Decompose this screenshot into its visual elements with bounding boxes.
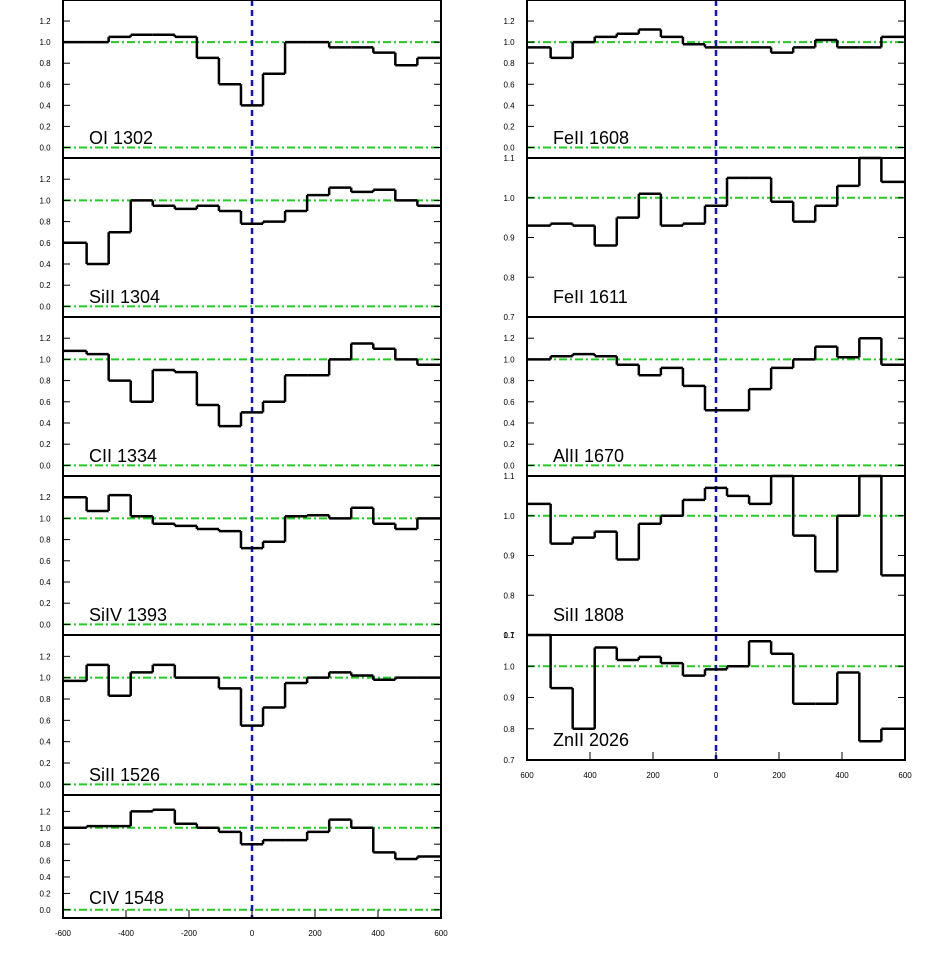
panel-label: SiII 1526 bbox=[89, 765, 160, 785]
y-tick-label: 0.0 bbox=[39, 906, 51, 915]
y-tick-label: 1.0 bbox=[39, 514, 51, 523]
x-tick-label: 200 bbox=[308, 929, 322, 938]
x-tick-label: 0 bbox=[250, 929, 255, 938]
panel-label: OI 1302 bbox=[89, 128, 153, 148]
y-tick-label: 1.0 bbox=[39, 824, 51, 833]
x-tick-label: 600 bbox=[898, 771, 912, 780]
y-tick-label: 0.4 bbox=[39, 578, 51, 587]
y-tick-label: 0.6 bbox=[39, 716, 51, 725]
panel-label: SiII 1808 bbox=[553, 605, 624, 625]
y-tick-label: 1.2 bbox=[503, 334, 515, 343]
y-tick-label: 0.9 bbox=[503, 234, 515, 243]
x-tick-label: 400 bbox=[583, 771, 597, 780]
y-tick-label: 0.6 bbox=[39, 398, 51, 407]
y-tick-label: 0.6 bbox=[39, 557, 51, 566]
y-tick-label: 1.0 bbox=[503, 38, 515, 47]
y-tick-label: 1.1 bbox=[503, 154, 515, 163]
y-tick-label: 1.2 bbox=[39, 652, 51, 661]
x-tick-label: 200 bbox=[646, 771, 660, 780]
panel-label: CII 1334 bbox=[89, 446, 157, 466]
panel-frame bbox=[62, 794, 442, 919]
panel-label: SiIV 1393 bbox=[89, 605, 167, 625]
y-tick-label: 0.2 bbox=[39, 599, 51, 608]
y-tick-label: 0.0 bbox=[39, 620, 51, 629]
y-tick-label: 1.2 bbox=[39, 334, 51, 343]
y-tick-label: 0.8 bbox=[39, 59, 51, 68]
y-tick-label: 0.2 bbox=[39, 122, 51, 131]
panel-label: SiII 1304 bbox=[89, 287, 160, 307]
y-tick-label: 0.8 bbox=[503, 591, 515, 600]
y-tick-label: 0.4 bbox=[39, 873, 51, 882]
y-tick-label: 1.2 bbox=[503, 17, 515, 26]
y-tick-label: 0.8 bbox=[503, 59, 515, 68]
y-tick-label: 0.0 bbox=[39, 780, 51, 789]
x-tick-label: -200 bbox=[181, 929, 198, 938]
y-tick-label: 0.0 bbox=[39, 461, 51, 470]
panel-frame bbox=[526, 634, 906, 761]
y-tick-label: 0.2 bbox=[39, 759, 51, 768]
y-tick-label: 1.2 bbox=[39, 493, 51, 502]
y-tick-label: 0.8 bbox=[39, 377, 51, 386]
y-tick-label: 1.0 bbox=[39, 196, 51, 205]
x-tick-label: 600 bbox=[434, 929, 448, 938]
y-tick-label: 0.8 bbox=[39, 695, 51, 704]
y-tick-label: 0.0 bbox=[39, 302, 51, 311]
y-tick-label: 0.6 bbox=[39, 239, 51, 248]
panel-label: FeII 1608 bbox=[553, 128, 629, 148]
panel-label: ZnII 2026 bbox=[553, 730, 629, 750]
panel-label: FeII 1611 bbox=[553, 287, 628, 307]
y-tick-label: 0.0 bbox=[503, 143, 515, 152]
y-tick-label: 0.7 bbox=[503, 313, 515, 322]
y-tick-label: 0.7 bbox=[503, 756, 515, 765]
y-tick-label: 0.2 bbox=[39, 281, 51, 290]
y-tick-label: 0.7 bbox=[503, 631, 515, 640]
y-tick-label: 0.8 bbox=[39, 218, 51, 227]
y-tick-label: 1.0 bbox=[39, 355, 51, 364]
y-tick-label: 1.2 bbox=[39, 175, 51, 184]
y-tick-label: 0.8 bbox=[39, 840, 51, 849]
y-tick-label: 0.9 bbox=[503, 552, 515, 561]
y-tick-label: 0.8 bbox=[503, 725, 515, 734]
x-tick-label: -400 bbox=[118, 929, 135, 938]
y-tick-label: 0.2 bbox=[39, 440, 51, 449]
y-tick-label: 0.4 bbox=[39, 419, 51, 428]
y-tick-label: 0.8 bbox=[39, 536, 51, 545]
y-tick-label: 1.0 bbox=[503, 512, 515, 521]
y-tick-label: 1.0 bbox=[39, 674, 51, 683]
y-tick-label: 1.2 bbox=[39, 17, 51, 26]
y-tick-label: 0.4 bbox=[39, 101, 51, 110]
x-tick-label: 400 bbox=[835, 771, 849, 780]
y-tick-label: 0.4 bbox=[503, 419, 515, 428]
y-tick-label: 0.2 bbox=[503, 440, 515, 449]
x-tick-label: 200 bbox=[772, 771, 786, 780]
y-tick-label: 1.0 bbox=[503, 194, 515, 203]
y-tick-label: 0.6 bbox=[39, 857, 51, 866]
y-tick-label: 0.9 bbox=[503, 694, 515, 703]
y-tick-label: 1.1 bbox=[503, 631, 515, 640]
y-tick-label: 0.4 bbox=[39, 738, 51, 747]
y-tick-label: 0.4 bbox=[39, 260, 51, 269]
y-tick-label: 0.2 bbox=[39, 889, 51, 898]
x-tick-label: 0 bbox=[714, 771, 719, 780]
y-tick-label: 0.0 bbox=[503, 461, 515, 470]
x-tick-label: -600 bbox=[55, 929, 72, 938]
x-tick-label: 400 bbox=[371, 929, 385, 938]
panel-label: CIV 1548 bbox=[89, 888, 164, 908]
y-tick-label: 1.0 bbox=[503, 355, 515, 364]
y-tick-label: 1.0 bbox=[503, 662, 515, 671]
y-tick-label: 0.8 bbox=[503, 377, 515, 386]
y-tick-label: 0.8 bbox=[503, 273, 515, 282]
y-tick-label: 0.6 bbox=[503, 80, 515, 89]
y-tick-label: 1.0 bbox=[39, 38, 51, 47]
y-tick-label: 0.0 bbox=[39, 143, 51, 152]
y-tick-label: 0.2 bbox=[503, 122, 515, 131]
panel-label: AlII 1670 bbox=[553, 446, 624, 466]
y-tick-label: 1.2 bbox=[39, 807, 51, 816]
y-tick-label: 0.4 bbox=[503, 101, 515, 110]
y-tick-label: 0.6 bbox=[39, 80, 51, 89]
x-tick-label: 600 bbox=[520, 771, 534, 780]
y-tick-label: 0.6 bbox=[503, 398, 515, 407]
y-tick-label: 1.1 bbox=[503, 472, 515, 481]
